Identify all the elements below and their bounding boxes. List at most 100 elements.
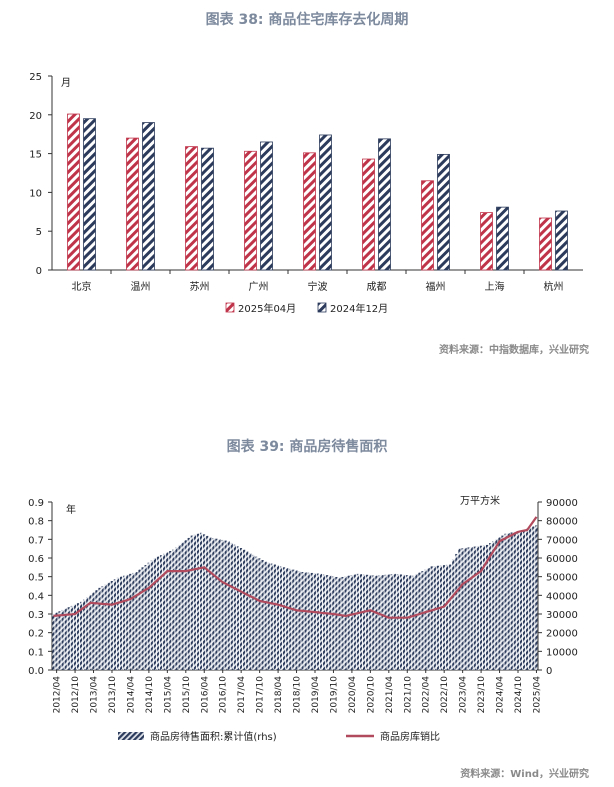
bar-month xyxy=(529,527,532,670)
bar-month xyxy=(381,575,384,670)
bar-month xyxy=(415,574,418,670)
bar-month xyxy=(89,594,92,670)
bar-month xyxy=(193,534,196,670)
bar-month xyxy=(52,614,55,670)
left-unit-label: 年 xyxy=(66,503,76,516)
bar-month xyxy=(427,567,430,670)
bar-month xyxy=(375,575,378,670)
bar-month xyxy=(116,577,120,670)
bar-month xyxy=(402,574,406,670)
bar-month xyxy=(507,533,510,670)
bar-month xyxy=(464,547,467,670)
bar-month xyxy=(215,538,218,670)
bar-month xyxy=(236,546,240,670)
bar-month xyxy=(153,558,156,670)
legend-swatch-0 xyxy=(225,302,235,313)
x-tick-label: 宁波 xyxy=(308,280,328,293)
x-tick-label: 2018/10 xyxy=(293,676,303,714)
bar-month xyxy=(64,608,67,670)
x-tick-label: 2017/04 xyxy=(237,676,247,714)
left-tick-label: 0.2 xyxy=(28,629,44,640)
x-tick-label: 2016/10 xyxy=(219,676,229,714)
bar-month xyxy=(169,551,172,670)
left-tick-label: 0.7 xyxy=(28,535,44,546)
x-tick-label: 2018/04 xyxy=(274,676,284,714)
x-tick-label: 2021/10 xyxy=(403,676,413,714)
bar-上海-2024年12月 xyxy=(496,206,509,271)
bar-month xyxy=(421,571,424,670)
x-tick-label: 温州 xyxy=(131,281,151,293)
left-tick-label: 0.6 xyxy=(28,554,44,565)
bar-month xyxy=(366,574,369,670)
bar-month xyxy=(141,567,144,670)
bar-month xyxy=(316,573,320,670)
bar-month xyxy=(532,526,535,670)
bar-month xyxy=(224,540,227,670)
bar-成都-2025年04月 xyxy=(362,158,375,271)
bar-month xyxy=(393,573,396,670)
bar-month xyxy=(489,543,492,670)
bar-month xyxy=(313,573,316,670)
legend-label-bars: 商品房待售面积:累计值(rhs) xyxy=(150,730,277,743)
right-tick-label: 30000 xyxy=(546,610,578,621)
bar-month xyxy=(442,565,446,670)
x-tick-label: 2019/10 xyxy=(329,676,339,714)
bar-month xyxy=(129,573,132,670)
bar-month xyxy=(243,549,246,670)
bar-month xyxy=(390,574,393,670)
bar-month xyxy=(326,575,329,670)
x-tick-label: 2014/04 xyxy=(126,676,136,714)
bar-北京-2024年12月 xyxy=(83,118,96,271)
bar-month xyxy=(221,539,224,670)
bar-month xyxy=(70,605,73,670)
x-tick-label: 2024/04 xyxy=(496,676,506,714)
bar-month xyxy=(264,561,267,670)
bar-北京-2025年04月 xyxy=(67,113,80,271)
bar-month xyxy=(175,547,178,670)
x-tick-label: 2023/04 xyxy=(459,676,469,714)
bar-month xyxy=(58,611,61,670)
bar-month xyxy=(230,542,233,670)
y-unit-label: 月 xyxy=(61,77,71,89)
right-tick-label: 70000 xyxy=(546,535,578,546)
bar-month xyxy=(203,534,206,670)
bar-month xyxy=(113,579,116,670)
bar-month xyxy=(181,542,184,670)
chart-39-source: 资料来源：Wind，兴业研究 xyxy=(460,769,589,780)
bar-month xyxy=(144,565,147,670)
bar-month xyxy=(307,572,310,670)
bar-month xyxy=(356,573,359,670)
bar-month xyxy=(292,569,295,670)
right-tick-label: 90000 xyxy=(546,498,578,509)
chart-39-unsold-area: 0.0 0.1 0.2 0.3 0.4 0.5 0.6 0.7 0.8 0.9 0 10000 2000… xyxy=(28,494,578,743)
bar-福州-2025年04月 xyxy=(421,180,434,271)
x-tick-label: 2022/10 xyxy=(440,676,450,714)
bar-month xyxy=(470,547,473,670)
bar-month xyxy=(504,533,507,670)
bar-month xyxy=(399,574,403,670)
left-tick-label: 0.3 xyxy=(28,610,44,621)
bar-温州-2025年04月 xyxy=(126,137,139,271)
bar-month xyxy=(289,568,292,670)
x-tick-label: 2013/04 xyxy=(90,676,100,714)
bar-month xyxy=(282,567,286,670)
x-tick-label: 广州 xyxy=(249,281,269,293)
bar-month xyxy=(479,545,483,670)
y-tick-label: 25 xyxy=(29,72,42,83)
bar-month xyxy=(279,566,283,670)
x-tick-label: 2017/10 xyxy=(256,676,266,714)
bar-宁波-2025年04月 xyxy=(303,152,316,271)
bar-series xyxy=(52,525,538,670)
bar-month xyxy=(350,575,353,670)
bar-month xyxy=(513,531,516,670)
bar-month xyxy=(255,556,258,670)
bar-month xyxy=(476,546,479,670)
bar-month xyxy=(218,539,221,670)
x-tick-label: 苏州 xyxy=(190,280,210,293)
bar-month xyxy=(301,572,304,670)
bar-month xyxy=(147,562,150,670)
bar-month xyxy=(178,544,181,670)
bar-month xyxy=(369,575,372,670)
bar-month xyxy=(123,575,126,670)
bar-month xyxy=(258,558,261,670)
